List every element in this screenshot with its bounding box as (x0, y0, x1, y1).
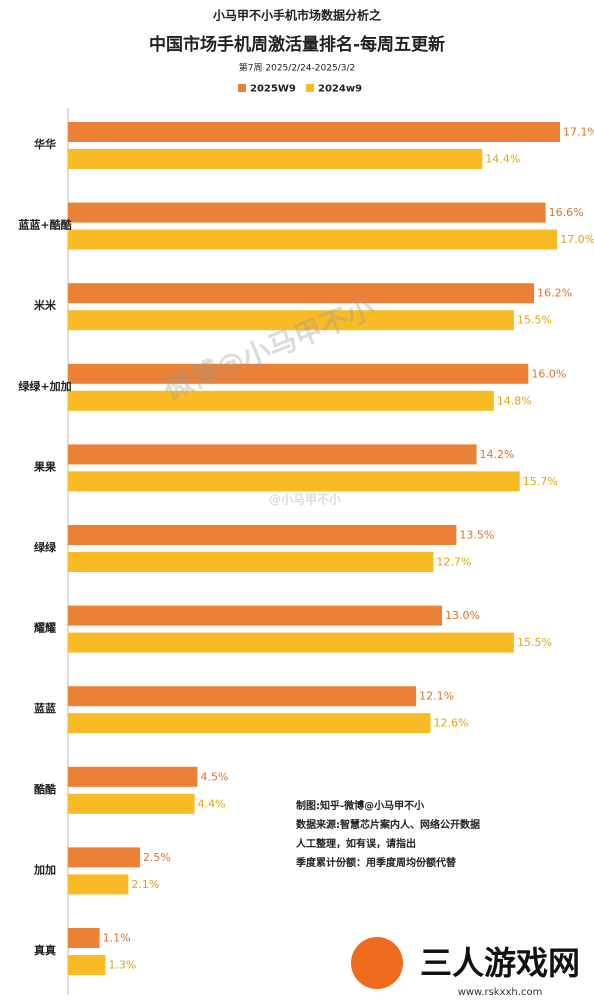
watermark: 微博@小马甲不小 (158, 291, 379, 406)
category-label: 华华 (34, 137, 56, 151)
legend-label: 2024w9 (318, 84, 362, 95)
value-label: 1.3% (108, 959, 136, 972)
bar (68, 686, 417, 707)
value-label: 13.5% (459, 529, 494, 542)
value-label: 16.6% (549, 206, 584, 219)
value-label: 4.4% (198, 797, 226, 810)
category-label: 绿绿+加加 (18, 379, 71, 393)
bar (68, 955, 106, 975)
bar (68, 766, 198, 787)
value-label: 12.6% (434, 717, 469, 730)
category-label: 米米 (33, 298, 57, 312)
bar (68, 928, 100, 948)
category-label: 酷酷 (34, 782, 56, 796)
bar (68, 229, 558, 250)
logo-icon (351, 937, 403, 989)
bar (68, 552, 434, 572)
bar (68, 793, 195, 814)
annotation: 人工整理，如有误，请指出 (296, 837, 416, 850)
category-label: 蓝蓝+酷酷 (18, 218, 71, 232)
category-label: 蓝蓝 (34, 701, 56, 715)
bar (68, 874, 129, 895)
bar (68, 847, 140, 868)
bar (68, 713, 431, 734)
value-label: 17.0% (560, 233, 594, 246)
supertitle: 小马甲不小手机市场数据分析之 (213, 8, 381, 23)
annotation: 制图:知乎-微博@小马甲不小 (296, 799, 424, 812)
annotation: 数据来源:智慧芯片案内人、网络公开数据 (296, 818, 480, 831)
value-label: 2.5% (143, 851, 171, 864)
annotation: 季度累计份额：用季度周均份额代替 (295, 856, 457, 869)
value-label: 14.2% (480, 448, 515, 461)
chart-title: 中国市场手机周激活量排名-每周五更新 (149, 34, 445, 55)
value-label: 2.1% (131, 878, 159, 891)
category-label: 真真 (34, 943, 56, 957)
bar (68, 310, 514, 331)
bar (68, 525, 457, 545)
value-label: 15.7% (523, 475, 558, 488)
logo-url: www.rskxxh.com (458, 987, 543, 998)
legend-swatch (306, 84, 314, 92)
category-label: 果果 (33, 460, 56, 473)
bar (68, 202, 546, 223)
value-label: 1.1% (103, 932, 131, 945)
value-label: 12.1% (419, 690, 454, 703)
category-label: 耀耀 (34, 621, 56, 635)
value-label: 15.5% (517, 314, 552, 327)
value-label: 17.1% (563, 126, 594, 139)
logo-text: 三人游戏网 (420, 944, 580, 982)
value-label: 16.0% (531, 367, 566, 380)
bar (68, 363, 529, 384)
value-label: 14.8% (497, 394, 532, 407)
bar (68, 444, 477, 465)
subtitle: 第7周 2025/2/24-2025/3/2 (239, 62, 355, 74)
bar (68, 632, 514, 653)
value-label: 14.4% (485, 153, 520, 166)
bar (68, 390, 494, 411)
bar (68, 605, 443, 626)
legend-swatch (238, 84, 246, 92)
value-label: 15.5% (517, 636, 552, 649)
bar (68, 283, 535, 304)
value-label: 12.7% (436, 556, 471, 569)
bar (68, 471, 520, 492)
bar (68, 149, 483, 169)
bar (68, 122, 560, 142)
watermark: @小马甲不小 (269, 492, 341, 507)
category-label: 加加 (33, 862, 56, 876)
category-label: 绿绿 (34, 540, 57, 554)
value-label: 13.0% (445, 609, 480, 622)
value-label: 16.2% (537, 287, 572, 300)
legend-label: 2025W9 (250, 84, 296, 95)
value-label: 4.5% (200, 770, 228, 783)
